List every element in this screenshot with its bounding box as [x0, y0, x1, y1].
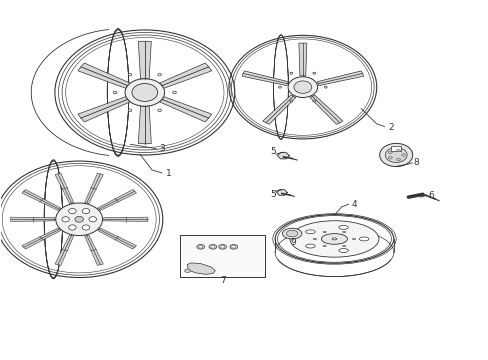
Ellipse shape	[287, 77, 317, 98]
Ellipse shape	[289, 100, 292, 102]
Ellipse shape	[321, 234, 347, 244]
Polygon shape	[55, 173, 74, 203]
Ellipse shape	[352, 238, 355, 240]
Ellipse shape	[396, 149, 400, 152]
Text: 4: 4	[351, 200, 356, 209]
Polygon shape	[262, 95, 295, 124]
Ellipse shape	[61, 217, 69, 222]
Ellipse shape	[289, 72, 292, 74]
Bar	[180, 235, 265, 277]
Ellipse shape	[305, 230, 315, 234]
Text: 5: 5	[270, 147, 276, 156]
Ellipse shape	[220, 246, 224, 248]
Ellipse shape	[289, 221, 378, 257]
Ellipse shape	[56, 203, 102, 235]
Text: 5: 5	[270, 190, 276, 199]
Text: 1: 1	[165, 169, 171, 178]
Ellipse shape	[218, 244, 226, 249]
Ellipse shape	[89, 217, 96, 222]
Ellipse shape	[198, 246, 203, 248]
Ellipse shape	[278, 86, 281, 88]
Ellipse shape	[331, 238, 336, 240]
Ellipse shape	[324, 86, 326, 88]
Text: 3: 3	[159, 144, 165, 153]
Polygon shape	[242, 71, 288, 86]
Ellipse shape	[312, 72, 315, 74]
Polygon shape	[138, 106, 151, 144]
FancyBboxPatch shape	[390, 147, 400, 152]
Ellipse shape	[387, 151, 391, 153]
Polygon shape	[11, 217, 55, 221]
Polygon shape	[78, 96, 130, 122]
Polygon shape	[277, 153, 288, 159]
Ellipse shape	[338, 248, 347, 252]
Polygon shape	[98, 189, 136, 211]
Ellipse shape	[286, 230, 297, 237]
Polygon shape	[159, 96, 211, 122]
Ellipse shape	[158, 109, 161, 112]
Polygon shape	[55, 235, 74, 265]
Ellipse shape	[113, 91, 117, 94]
Polygon shape	[298, 43, 306, 76]
Ellipse shape	[172, 91, 176, 94]
Ellipse shape	[342, 231, 345, 233]
Polygon shape	[187, 263, 215, 274]
Ellipse shape	[359, 237, 368, 241]
Ellipse shape	[282, 228, 301, 239]
Polygon shape	[103, 217, 147, 221]
Ellipse shape	[210, 246, 215, 248]
Text: 8: 8	[413, 158, 419, 167]
Ellipse shape	[197, 244, 204, 249]
Polygon shape	[159, 63, 211, 88]
Ellipse shape	[323, 245, 325, 247]
Text: 2: 2	[387, 123, 393, 132]
Ellipse shape	[313, 238, 316, 240]
Ellipse shape	[208, 244, 216, 249]
Ellipse shape	[75, 216, 83, 222]
Ellipse shape	[385, 148, 407, 162]
Ellipse shape	[387, 157, 391, 159]
Ellipse shape	[125, 79, 164, 106]
Ellipse shape	[184, 269, 190, 273]
Polygon shape	[98, 228, 136, 249]
Ellipse shape	[231, 246, 236, 248]
Ellipse shape	[68, 225, 76, 230]
Ellipse shape	[342, 245, 345, 247]
Text: 7: 7	[219, 275, 225, 284]
Polygon shape	[309, 95, 342, 124]
Ellipse shape	[128, 73, 131, 76]
Polygon shape	[84, 235, 103, 265]
Ellipse shape	[312, 100, 315, 102]
Text: 9: 9	[290, 238, 295, 247]
Polygon shape	[276, 190, 286, 195]
Ellipse shape	[132, 84, 157, 102]
Ellipse shape	[82, 225, 89, 230]
Ellipse shape	[68, 208, 76, 214]
Ellipse shape	[396, 158, 400, 161]
Polygon shape	[317, 71, 363, 86]
Ellipse shape	[338, 225, 347, 229]
Polygon shape	[138, 41, 151, 79]
Text: 6: 6	[427, 190, 433, 199]
Ellipse shape	[82, 208, 89, 214]
Ellipse shape	[293, 81, 311, 93]
Polygon shape	[78, 63, 130, 88]
Polygon shape	[22, 228, 61, 249]
Polygon shape	[22, 189, 61, 211]
Ellipse shape	[379, 143, 412, 167]
Ellipse shape	[323, 231, 325, 233]
Ellipse shape	[229, 244, 237, 249]
Ellipse shape	[305, 244, 315, 248]
Ellipse shape	[128, 109, 131, 112]
Ellipse shape	[158, 73, 161, 76]
Polygon shape	[84, 173, 103, 203]
Ellipse shape	[401, 154, 405, 156]
